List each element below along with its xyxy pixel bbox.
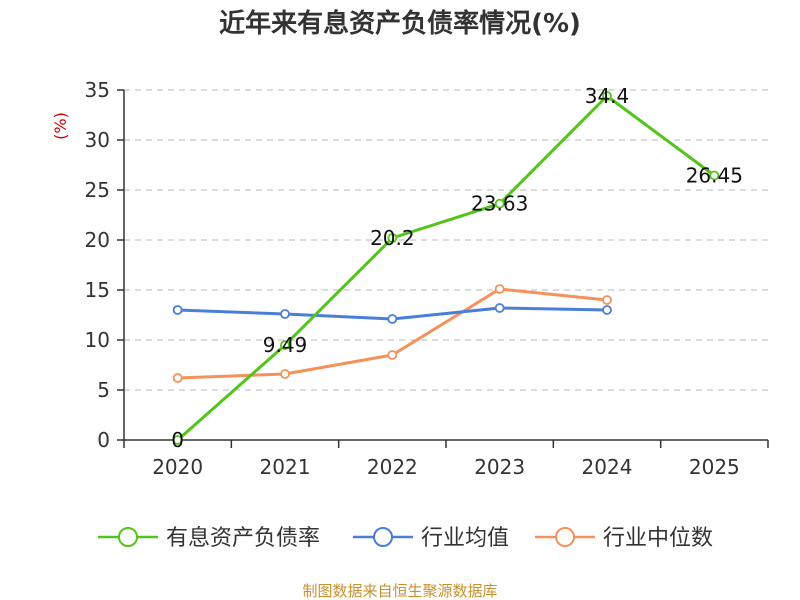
y-tick-label: 5 [97,378,110,402]
data-point [602,305,612,315]
data-point [280,309,290,319]
x-tick-label: 2024 [582,455,633,479]
chart-title: 近年来有息资产负债率情况(%) [219,8,581,39]
data-label: 26.45 [686,164,743,188]
data-point [709,170,720,181]
series-group [172,91,720,445]
legend-marker [555,527,575,547]
legend-label: 行业均值 [421,526,509,551]
data-point [494,303,505,313]
data-label: 34.4 [585,84,630,108]
data-point [494,284,505,294]
data-label: 9.49 [263,333,308,357]
y-tick-label: 20 [85,228,110,252]
source-note: 制图数据来自恒生聚源数据库 [302,582,497,600]
data-label: 20.2 [370,226,415,250]
legend-marker [373,527,393,547]
legend-marker [118,527,138,547]
y-tick-label: 15 [85,278,110,302]
data-point [494,198,505,209]
y-tick-label: 0 [97,428,110,452]
y-tick-label: 30 [85,128,110,152]
legend-item[interactable]: 有息资产负债率 [98,526,320,551]
x-tick-label: 2020 [152,455,203,479]
legend-label: 行业中位数 [603,526,713,551]
data-point [280,340,290,351]
x-tick-label: 2025 [689,455,740,479]
data-point [387,233,398,243]
data-point [387,350,398,360]
data-point [602,295,612,305]
gridlines [124,89,768,391]
legend: 有息资产负债率 行业均值 行业中位数 [98,526,713,551]
x-tick-label: 2022 [367,455,418,479]
legend-label: 有息资产负债率 [166,526,320,551]
data-labels: 0 9.49 20.2 23.63 34.4 26.45 [171,84,743,452]
data-point [387,314,398,324]
x-tick-label: 2021 [260,455,311,479]
x-tick-label: 2023 [474,455,525,479]
data-point [280,369,290,379]
data-label: 0 [171,428,184,452]
data-label: 23.63 [471,192,528,216]
series-2 [172,284,612,383]
series-1 [172,303,612,324]
y-tick-label: 10 [85,328,110,352]
series-0 [172,91,720,445]
data-point [172,435,183,445]
data-point [172,373,183,383]
series-line [177,287,608,380]
y-tick-label: 25 [85,178,110,202]
y-axis-unit: (%) [51,112,70,140]
series-line [176,94,716,442]
data-point [602,91,612,101]
y-tick-label: 35 [85,78,110,102]
legend-item[interactable]: 行业中位数 [535,526,713,551]
data-point [172,305,183,315]
legend-item[interactable]: 行业均值 [353,526,509,551]
